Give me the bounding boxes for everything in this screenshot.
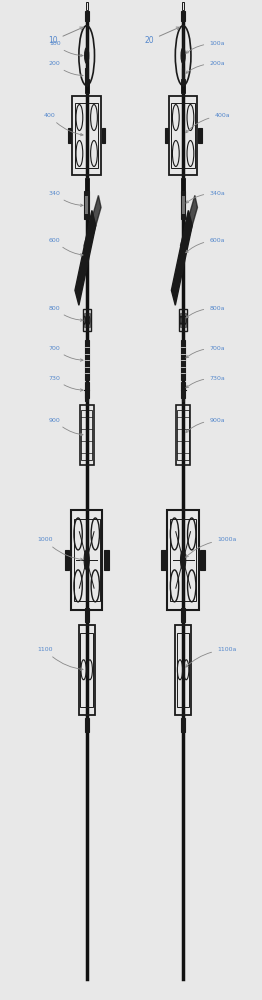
Bar — [177, 410, 189, 460]
Bar — [165, 128, 168, 143]
Text: 700a: 700a — [186, 346, 225, 358]
Text: 10: 10 — [48, 27, 83, 45]
Bar — [80, 633, 93, 707]
Bar — [80, 405, 94, 465]
Polygon shape — [84, 195, 101, 257]
Bar — [182, 389, 184, 401]
Polygon shape — [181, 195, 198, 257]
Bar — [171, 103, 195, 168]
Bar — [75, 103, 99, 168]
Polygon shape — [75, 210, 96, 305]
Bar — [167, 510, 199, 610]
Text: 1000: 1000 — [37, 537, 83, 561]
Circle shape — [85, 48, 89, 64]
Text: 1100a: 1100a — [186, 647, 236, 667]
Bar — [85, 389, 88, 401]
Text: 340a: 340a — [186, 191, 225, 203]
Text: 400: 400 — [44, 113, 83, 136]
Text: 730: 730 — [49, 376, 83, 391]
Circle shape — [181, 550, 186, 570]
Bar — [177, 633, 189, 707]
Bar — [169, 96, 198, 175]
Bar — [85, 68, 88, 84]
Bar — [181, 340, 185, 380]
Polygon shape — [171, 210, 192, 305]
Bar — [86, 2, 88, 10]
Circle shape — [182, 249, 185, 261]
Bar — [181, 718, 185, 732]
Circle shape — [84, 550, 89, 570]
Bar — [181, 608, 185, 622]
Text: 200: 200 — [49, 61, 83, 77]
Bar — [181, 79, 185, 93]
Bar — [199, 128, 202, 143]
Bar — [181, 178, 185, 192]
Bar — [180, 313, 186, 327]
Circle shape — [85, 249, 88, 261]
Bar — [179, 309, 187, 331]
Bar — [181, 191, 185, 219]
Text: 100a: 100a — [186, 41, 225, 53]
Text: 200a: 200a — [186, 61, 225, 73]
Bar — [181, 382, 185, 398]
Text: 600: 600 — [49, 238, 83, 256]
Bar — [68, 128, 71, 143]
Text: 730a: 730a — [186, 376, 225, 388]
Bar — [104, 550, 108, 570]
Bar — [79, 625, 95, 715]
Text: 800: 800 — [49, 306, 83, 321]
Bar — [182, 196, 185, 214]
Bar — [200, 550, 205, 570]
Bar — [175, 625, 191, 715]
Text: 900a: 900a — [186, 418, 225, 433]
Text: 1000a: 1000a — [186, 537, 236, 557]
Bar — [85, 340, 89, 380]
Bar — [71, 510, 102, 610]
Bar — [182, 68, 184, 84]
Bar — [170, 519, 196, 601]
Bar — [181, 11, 185, 21]
Text: 400a: 400a — [186, 113, 230, 133]
Text: 900: 900 — [49, 418, 83, 436]
Bar — [65, 550, 69, 570]
Bar — [85, 11, 89, 21]
Bar — [84, 313, 90, 327]
Bar — [85, 178, 89, 192]
Text: 700: 700 — [49, 346, 83, 361]
Text: 100: 100 — [49, 41, 83, 57]
Bar — [85, 196, 88, 214]
Text: 1100: 1100 — [37, 647, 83, 670]
Bar — [161, 550, 166, 570]
Text: 20: 20 — [144, 27, 179, 45]
Text: 600a: 600a — [186, 238, 225, 253]
Bar — [74, 519, 100, 601]
Text: 800a: 800a — [186, 306, 225, 318]
Circle shape — [181, 48, 185, 64]
Bar — [85, 382, 89, 398]
Bar — [72, 96, 101, 175]
Bar — [83, 309, 91, 331]
Bar — [176, 405, 190, 465]
Bar — [81, 410, 92, 460]
Bar — [85, 79, 89, 93]
Bar — [85, 608, 89, 622]
Bar — [85, 718, 89, 732]
Bar — [84, 191, 89, 219]
Text: 340: 340 — [49, 191, 83, 207]
Bar — [102, 128, 105, 143]
Bar — [182, 2, 184, 10]
